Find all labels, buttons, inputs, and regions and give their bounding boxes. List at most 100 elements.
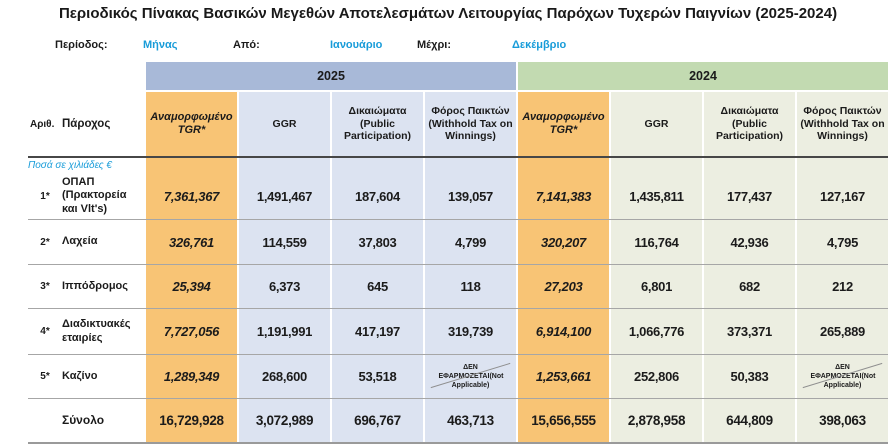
note-strip: [704, 158, 795, 173]
total-2025-rights: 696,767: [332, 399, 423, 442]
header-divider: [28, 156, 888, 158]
table-row-total: Σύνολο 16,729,928 3,072,989 696,767 463,…: [28, 399, 888, 444]
value-2025-ggr: 6,373: [239, 265, 330, 308]
value-2025-ggr: 114,559: [239, 220, 330, 264]
value-2025-tax: 139,057: [425, 173, 516, 219]
total-2024-tax: 398,063: [797, 399, 888, 442]
year-2025-band: 2025: [146, 62, 516, 90]
from-label: Από:: [233, 39, 260, 51]
value-2024-rights: 42,936: [704, 220, 795, 264]
units-note-row: Ποσά σε χιλιάδες €: [28, 158, 888, 173]
note-strip: [611, 158, 702, 173]
value-2024-rights: 50,383: [704, 355, 795, 398]
row-number: 4*: [40, 326, 50, 337]
row-number: 5*: [40, 371, 50, 382]
year-band-row: 2025 2024: [28, 62, 888, 90]
value-2024-rights: 682: [704, 265, 795, 308]
value-2024-ggr: 1,066,776: [611, 309, 702, 354]
to-label: Μέχρι:: [417, 39, 451, 51]
from-value-select[interactable]: Ιανουάριο: [330, 39, 383, 51]
value-2024-ggr: 1,435,811: [611, 173, 702, 219]
note-strip: [146, 158, 237, 173]
table-row-opap: 1* ΟΠΑΠ (Πρακτορεία και Vlt's) 7,361,367…: [28, 173, 888, 220]
value-2024-tax: 127,167: [797, 173, 888, 219]
value-2024-tax: 4,795: [797, 220, 888, 264]
row-number: 2*: [40, 236, 50, 248]
table-row-casino: 5* Καζίνο 1,289,349 268,600 53,518 ΔΕΝ Ε…: [28, 355, 888, 399]
period-label: Περίοδος:: [55, 39, 108, 51]
value-2025-tgr: 326,761: [146, 220, 237, 264]
to-value-select[interactable]: Δεκέμβριο: [512, 39, 567, 51]
value-2024-tgr: 7,141,383: [518, 173, 609, 219]
page-title: Περιοδικός Πίνακας Βασικών Μεγεθών Αποτε…: [58, 5, 838, 22]
value-2025-ggr: 1,191,991: [239, 309, 330, 354]
results-table: 2025 2024 Αριθ. Πάροχος Αναμορφωμένο TGR…: [28, 62, 888, 444]
provider-name: Διαδικτυακές εταιρίες: [62, 318, 131, 344]
value-2024-ggr: 252,806: [611, 355, 702, 398]
total-2024-tgr: 15,656,555: [518, 399, 609, 442]
value-2025-ggr: 1,491,467: [239, 173, 330, 219]
units-note: Ποσά σε χιλιάδες €: [28, 160, 112, 171]
value-2025-tgr: 7,361,367: [146, 173, 237, 219]
provider-name: Ιππόδρομος: [62, 279, 128, 292]
value-2025-ggr: 268,600: [239, 355, 330, 398]
row-number: 1*: [40, 190, 50, 202]
col-header-2025-tax: Φόρος Παικτών (Withhold Tax on Winnings): [425, 92, 516, 156]
note-strip: [797, 158, 888, 173]
value-2025-rights: 37,803: [332, 220, 423, 264]
value-2025-tgr: 7,727,056: [146, 309, 237, 354]
table-row-horserace: 3* Ιππόδρομος 25,394 6,373 645 118 27,20…: [28, 265, 888, 309]
col-header-provider: Πάροχος: [62, 118, 111, 130]
value-2025-rights: 645: [332, 265, 423, 308]
value-2024-tgr: 320,207: [518, 220, 609, 264]
table-row-online: 4* Διαδικτυακές εταιρίες 7,727,056 1,191…: [28, 309, 888, 355]
value-2025-tax: 118: [425, 265, 516, 308]
note-strip: [425, 158, 516, 173]
row-number: [28, 399, 62, 442]
col-header-2024-tgr: Αναμορφωμένο TGR*: [518, 92, 609, 156]
column-header-row: Αριθ. Πάροχος Αναμορφωμένο TGR* GGR Δικα…: [28, 92, 888, 156]
note-holder: Ποσά σε χιλιάδες €: [28, 158, 144, 173]
value-2025-tax-not-applicable: ΔΕΝ ΕΦΑΡΜΟΖΕΤΑΙ(Not Applicable): [425, 355, 516, 398]
col-header-2025-ggr: GGR: [239, 92, 330, 156]
col-header-2024-tax: Φόρος Παικτών (Withhold Tax on Winnings): [797, 92, 888, 156]
value-2025-rights: 417,197: [332, 309, 423, 354]
table-row-lotteries: 2* Λαχεία 326,761 114,559 37,803 4,799 3…: [28, 220, 888, 265]
row-number: 3*: [40, 281, 50, 292]
total-2025-tgr: 16,729,928: [146, 399, 237, 442]
value-2024-ggr: 116,764: [611, 220, 702, 264]
value-2024-rights: 177,437: [704, 173, 795, 219]
col-header-2024-rights: Δικαιώματα (Public Participation): [704, 92, 795, 156]
note-strip: [518, 158, 609, 173]
value-2025-tgr: 1,289,349: [146, 355, 237, 398]
col-header-number: Αριθ.: [30, 118, 55, 130]
value-2024-tax-not-applicable: ΔΕΝ ΕΦΑΡΜΟΖΕΤΑΙ(Not Applicable): [797, 355, 888, 398]
value-2024-tgr: 6,914,100: [518, 309, 609, 354]
value-2025-tax: 4,799: [425, 220, 516, 264]
provider-name: Καζίνο: [62, 369, 98, 382]
col-header-2025-rights: Δικαιώματα (Public Participation): [332, 92, 423, 156]
value-2025-rights: 187,604: [332, 173, 423, 219]
value-2025-tax: 319,739: [425, 309, 516, 354]
band-spacer: [28, 62, 144, 90]
value-2024-tgr: 27,203: [518, 265, 609, 308]
total-2025-ggr: 3,072,989: [239, 399, 330, 442]
provider-name: Λαχεία: [62, 235, 98, 248]
col-header-2024-ggr: GGR: [611, 92, 702, 156]
note-strip: [239, 158, 330, 173]
value-2025-rights: 53,518: [332, 355, 423, 398]
year-2024-band: 2024: [518, 62, 888, 90]
col-header-2025-tgr: Αναμορφωμένο TGR*: [146, 92, 237, 156]
total-label: Σύνολο: [62, 413, 105, 428]
value-2024-tgr: 1,253,661: [518, 355, 609, 398]
note-strip: [332, 158, 423, 173]
value-2024-rights: 373,371: [704, 309, 795, 354]
value-2024-tax: 212: [797, 265, 888, 308]
value-2025-tgr: 25,394: [146, 265, 237, 308]
total-2024-rights: 644,809: [704, 399, 795, 442]
period-value-select[interactable]: Μήνας: [143, 39, 178, 51]
provider-name: ΟΠΑΠ (Πρακτορεία και Vlt's): [62, 176, 127, 215]
period-filter-bar: Περίοδος: Μήνας Από: Ιανουάριο Μέχρι: Δε…: [0, 39, 896, 55]
total-2025-tax: 463,713: [425, 399, 516, 442]
